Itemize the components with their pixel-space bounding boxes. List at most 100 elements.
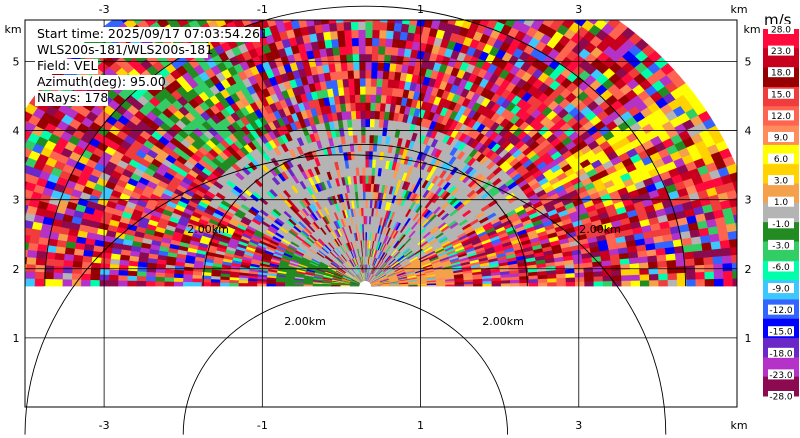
velocity-cell (351, 45, 360, 55)
velocity-cell (380, 86, 388, 96)
velocity-cell (657, 266, 669, 275)
velocity-cell (508, 0, 520, 2)
velocity-cell (0, 190, 4, 200)
velocity-cell (357, 37, 366, 47)
velocity-cell (378, 29, 387, 39)
velocity-cell (364, 199, 368, 208)
velocity-cell (658, 272, 669, 281)
velocity-cell (712, 255, 724, 265)
velocity-cell (138, 8, 151, 19)
velocity-cell (175, 20, 177, 21)
velocity-cell (713, 263, 724, 272)
velocity-cell (359, 110, 366, 120)
velocity-cell (703, 263, 715, 273)
velocity-cell (611, 274, 622, 282)
velocity-cell (556, 281, 567, 287)
velocity-cell (133, 2, 146, 13)
velocity-cell (749, 244, 759, 253)
velocity-cell (378, 110, 385, 120)
velocity-cell (367, 174, 372, 184)
velocity-cell (379, 21, 388, 31)
velocity-cell (396, 0, 405, 7)
velocity-cell (352, 69, 360, 79)
velocity-cell (302, 1, 312, 10)
velocity-cell (206, 2, 218, 13)
velocity-cell (292, 0, 302, 4)
velocity-cell (370, 85, 377, 95)
velocity-cell (666, 265, 678, 274)
velocity-cell (524, 0, 536, 9)
velocity-cell (729, 246, 737, 256)
velocity-cell (544, 0, 556, 9)
velocity-cell (728, 238, 737, 248)
velocity-cell (1, 166, 13, 176)
velocity-cell (400, 23, 410, 33)
velocity-cell (372, 134, 379, 144)
velocity-cell (265, 0, 276, 2)
velocity-cell (450, 7, 460, 17)
velocity-cell (364, 191, 369, 200)
velocity-cell (317, 0, 326, 8)
velocity-cell (515, 20, 517, 21)
velocity-cell (10, 169, 22, 179)
velocity-cell (364, 134, 370, 144)
velocity-cell (338, 46, 347, 56)
velocity-cell (742, 212, 753, 222)
velocity-cell (364, 69, 372, 79)
velocity-cell (352, 61, 360, 71)
velocity-cell (7, 177, 19, 187)
velocity-cell (621, 274, 632, 281)
velocity-cell (565, 281, 576, 287)
velocity-cell (382, 70, 390, 80)
velocity-cell (510, 282, 521, 287)
velocity-cell (364, 85, 372, 95)
velocity-cell (358, 69, 366, 79)
velocity-cell (159, 6, 172, 17)
velocity-cell (739, 245, 749, 254)
velocity-cell (497, 0, 508, 6)
velocity-cell (357, 0, 365, 5)
velocity-cell (353, 77, 361, 87)
velocity-cell (720, 246, 732, 257)
velocity-cell (747, 236, 757, 245)
velocity-cell (346, 69, 355, 80)
velocity-cell (377, 45, 386, 55)
velocity-cell (370, 61, 378, 71)
velocity-sector (0, 0, 761, 287)
velocity-cell (750, 253, 760, 262)
velocity-cell (358, 45, 366, 55)
velocity-cell (666, 259, 677, 268)
velocity-cell (658, 279, 669, 287)
velocity-cell (238, 0, 249, 1)
velocity-cell (702, 248, 714, 258)
velocity-cell (584, 280, 595, 287)
velocity-cell (592, 270, 604, 277)
velocity-cell (179, 5, 191, 16)
velocity-cell (359, 102, 366, 111)
velocity-cell (390, 46, 399, 56)
velocity-cell (693, 249, 704, 259)
velocity-cell (370, 69, 378, 79)
velocity-cell (751, 269, 761, 278)
velocity-cell (344, 45, 353, 55)
velocity-cell (393, 22, 403, 32)
velocity-cell (371, 21, 381, 31)
velocity-cell (389, 54, 398, 64)
velocity-cell (629, 268, 641, 276)
velocity-cell (593, 275, 604, 282)
velocity-cell (0, 156, 7, 167)
velocity-cell (379, 20, 388, 23)
velocity-cell (478, 0, 489, 8)
velocity-cell (740, 254, 750, 263)
velocity-cell (695, 278, 706, 287)
velocity-cell (462, 0, 473, 4)
velocity-cell (384, 37, 393, 48)
velocity-cell (512, 2, 524, 13)
velocity-cell (182, 0, 194, 5)
velocity-cell (369, 94, 377, 103)
velocity-cell (230, 0, 241, 4)
velocity-cell (343, 29, 352, 39)
velocity-cell (245, 6, 256, 16)
velocity-cell (218, 6, 229, 16)
velocity-cell (237, 8, 248, 18)
